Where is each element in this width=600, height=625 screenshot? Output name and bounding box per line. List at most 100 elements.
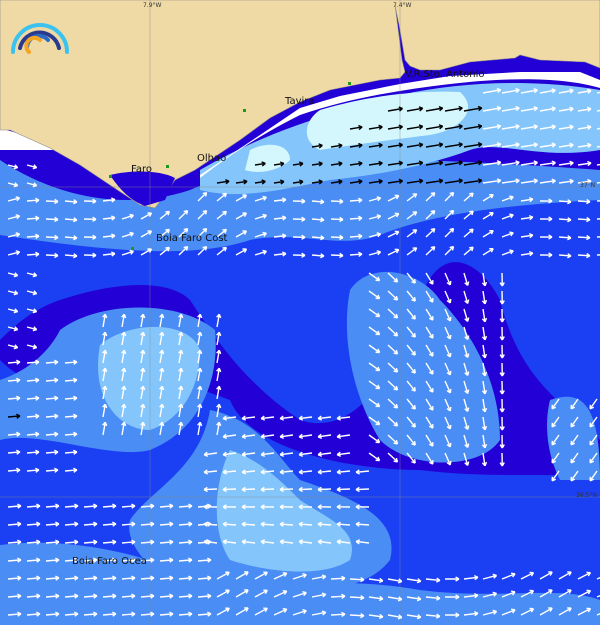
current-arrow: [387, 614, 403, 620]
current-arrow: [425, 380, 434, 393]
current-arrow: [260, 433, 275, 440]
current-arrow: [298, 486, 313, 493]
current-arrow: [159, 331, 165, 346]
current-arrow: [520, 87, 538, 94]
current-arrow: [444, 326, 452, 340]
current-arrow: [254, 179, 266, 185]
current-arrow: [64, 539, 79, 545]
current-arrow: [140, 248, 153, 256]
current-arrow: [387, 142, 403, 148]
current-arrow: [159, 557, 174, 563]
lon-label: 7.9°W: [143, 2, 162, 9]
current-arrow: [551, 398, 560, 410]
current-arrow: [203, 504, 218, 510]
place-label: Boia Faro Ocea: [72, 556, 147, 567]
current-arrow: [499, 272, 505, 287]
current-arrow: [45, 216, 59, 223]
current-arrow: [520, 106, 538, 112]
current-arrow: [387, 578, 403, 584]
current-arrow: [501, 608, 516, 616]
current-arrow: [159, 539, 174, 545]
current-arrow: [336, 504, 351, 510]
current-arrow: [298, 451, 313, 457]
current-arrow: [83, 216, 97, 222]
current-arrow: [121, 367, 127, 382]
current-arrow: [406, 160, 424, 166]
place-label: V.R.Sto. Antonio: [405, 69, 485, 80]
current-arrow: [368, 577, 384, 584]
current-arrow: [203, 539, 218, 545]
current-arrow: [355, 469, 370, 475]
current-arrow: [292, 573, 307, 580]
current-arrow: [178, 421, 184, 436]
current-arrow: [406, 124, 424, 130]
current-arrow: [317, 486, 332, 493]
current-arrow: [330, 179, 343, 185]
current-arrow: [140, 611, 155, 617]
current-arrow: [336, 539, 351, 545]
current-arrow: [64, 449, 78, 455]
current-arrow: [387, 434, 399, 445]
current-arrow: [178, 593, 193, 599]
place-label: Faro: [131, 164, 152, 175]
current-arrow: [311, 143, 323, 149]
current-arrow: [596, 577, 600, 580]
current-arrow: [558, 160, 574, 166]
current-arrow: [26, 593, 41, 599]
current-arrow: [425, 192, 436, 202]
current-arrow: [387, 326, 399, 337]
current-arrow: [178, 245, 189, 256]
current-arrow: [444, 142, 463, 148]
current-arrow: [254, 161, 266, 167]
current-arrow: [222, 451, 237, 457]
current-arrow: [203, 521, 218, 527]
current-arrow: [140, 349, 146, 364]
current-arrow: [159, 349, 165, 364]
current-arrow: [159, 421, 165, 436]
current-arrow: [355, 521, 370, 527]
current-arrow: [83, 198, 97, 204]
current-arrow: [368, 290, 381, 300]
current-arrow: [330, 575, 346, 582]
current-arrow: [387, 452, 399, 463]
ria-formosa-lagoon: [110, 171, 175, 206]
current-arrow: [425, 452, 434, 465]
current-arrow: [298, 433, 313, 440]
current-arrow: [7, 308, 19, 314]
current-arrow: [501, 195, 514, 202]
current-arrow: [216, 421, 222, 436]
current-arrow: [216, 607, 230, 616]
current-arrow: [499, 434, 505, 449]
current-arrow: [425, 308, 434, 321]
current-arrow: [254, 213, 267, 220]
current-arrow: [121, 557, 136, 563]
current-arrow: [481, 272, 488, 287]
current-arrow: [311, 253, 325, 259]
current-arrow: [102, 367, 108, 382]
current-arrow: [216, 313, 222, 328]
current-arrow: [520, 196, 534, 203]
current-arrow: [260, 539, 275, 545]
current-arrow: [121, 539, 136, 545]
current-arrow: [102, 251, 116, 257]
current-arrow: [368, 344, 381, 354]
current-arrow: [64, 217, 78, 223]
current-arrow: [349, 576, 365, 583]
current-arrow: [336, 521, 351, 527]
current-arrow: [241, 486, 256, 493]
current-arrow: [349, 142, 363, 149]
current-arrow: [178, 313, 184, 328]
current-arrow: [589, 434, 598, 446]
current-arrow: [482, 247, 494, 256]
current-arrow: [26, 611, 41, 617]
current-arrow: [520, 160, 538, 166]
current-arrow: [577, 216, 591, 223]
current-arrow: [102, 197, 116, 203]
current-arrow: [463, 452, 470, 466]
current-arrow: [216, 246, 227, 256]
current-arrow: [368, 416, 381, 426]
current-arrow: [26, 449, 40, 455]
current-arrow: [7, 359, 21, 365]
current-arrow: [178, 227, 189, 238]
